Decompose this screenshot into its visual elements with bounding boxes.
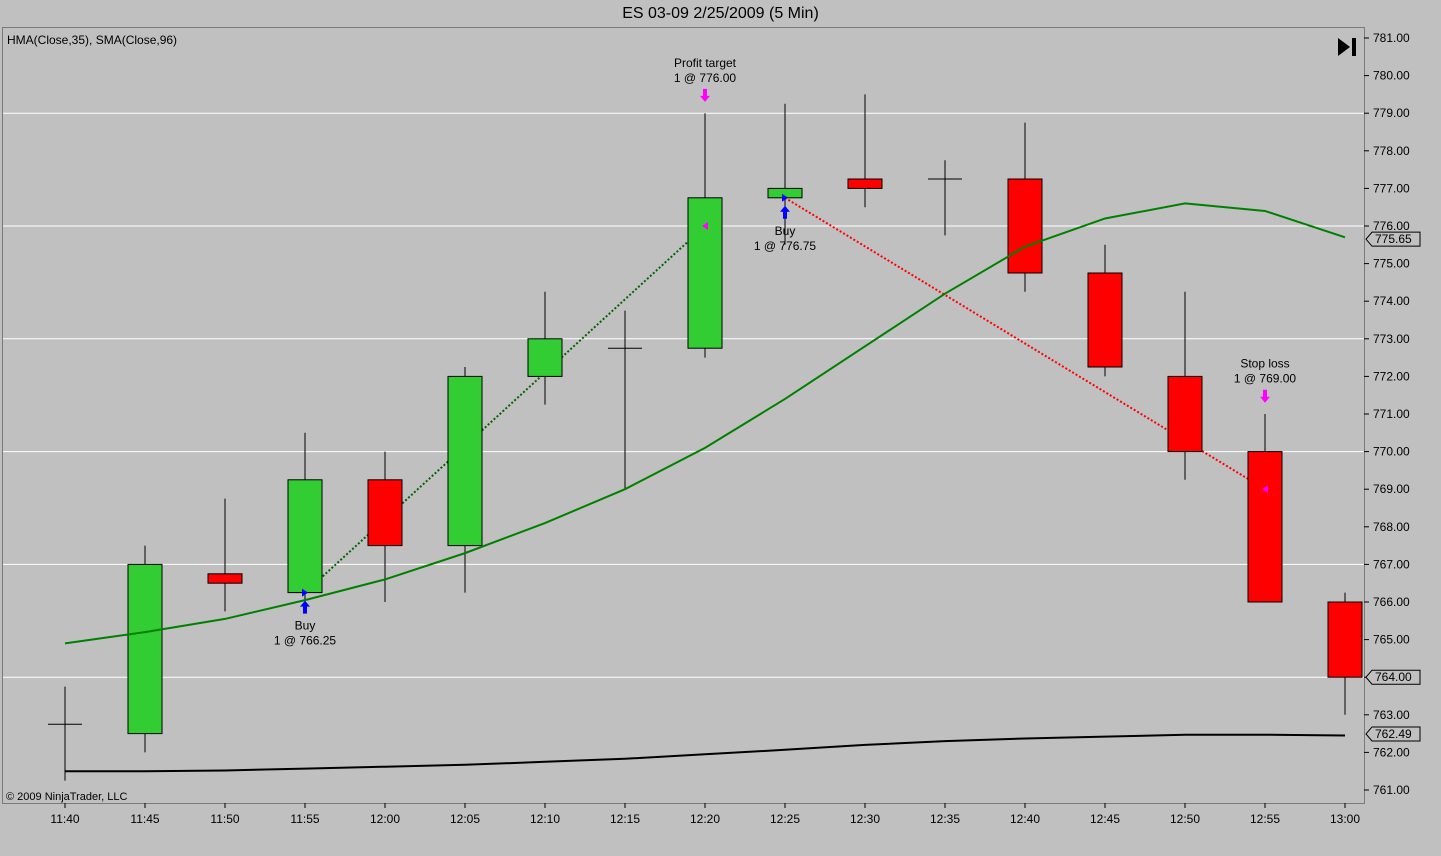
x-tick-label: 12:25	[770, 812, 800, 826]
candle-body	[687, 197, 723, 349]
y-tick-label: 781.00	[1373, 31, 1410, 45]
exit-arrow-icon	[1260, 389, 1270, 403]
y-tick-label: 780.00	[1373, 69, 1410, 83]
x-tick-label: 12:50	[1170, 812, 1200, 826]
y-tick-label: 779.00	[1373, 106, 1410, 120]
x-tick-label: 11:45	[130, 812, 159, 826]
chart-title: ES 03-09 2/25/2009 (5 Min)	[622, 5, 819, 22]
y-tick-label: 778.00	[1373, 144, 1410, 158]
y-tick-label: 774.00	[1373, 294, 1410, 308]
x-tick-label: 11:50	[210, 812, 239, 826]
candle-body	[1247, 451, 1283, 603]
y-tick-label: 766.00	[1373, 595, 1410, 609]
x-axis: 11:40 11:45 11:50 11:55 12:00 12:05 12:10 12:15…	[50, 803, 1360, 826]
candle-body	[847, 178, 883, 189]
plot-area[interactable]	[2, 27, 1365, 804]
execution-marker	[1262, 485, 1268, 494]
trade-annotation-text: Profit target	[674, 56, 737, 70]
last-value-label: 762.49	[1375, 727, 1412, 741]
candle-body	[1167, 375, 1203, 453]
copyright-text: © 2009 NinjaTrader, LLC	[6, 791, 128, 803]
execution-marker	[782, 193, 788, 202]
y-tick-label: 762.00	[1373, 745, 1410, 759]
trade-annotation-text: 1 @ 776.75	[754, 239, 817, 253]
buy-arrow-icon	[780, 205, 790, 219]
x-tick-label: 12:00	[370, 812, 400, 826]
last-value-tag	[1365, 231, 1421, 247]
trade-annotation-text: 1 @ 776.00	[674, 71, 737, 85]
y-tick-label: 772.00	[1373, 369, 1410, 383]
y-tick-label: 770.00	[1373, 445, 1410, 459]
trade-annotation-text: Buy	[295, 619, 316, 633]
candle-body	[367, 479, 403, 547]
candles	[48, 94, 1363, 781]
y-tick-label: 773.00	[1373, 332, 1410, 346]
indicator-line	[65, 733, 1346, 773]
x-tick-label: 12:45	[1090, 812, 1120, 826]
x-tick-label: 11:55	[290, 812, 319, 826]
buy-arrow-icon	[300, 600, 310, 614]
y-tick-label: 765.00	[1373, 633, 1410, 647]
y-tick-label: 769.00	[1373, 482, 1410, 496]
x-tick-label: 12:05	[450, 812, 480, 826]
x-tick-label: 12:15	[610, 812, 640, 826]
candle-body	[127, 563, 163, 735]
last-value-tag	[1365, 726, 1421, 742]
y-tick-label: 761.00	[1373, 783, 1410, 797]
x-tick-label: 11:40	[50, 812, 79, 826]
indicator-line	[64, 202, 1346, 645]
y-tick-label: 771.00	[1373, 407, 1410, 421]
trade-annotation-text: Stop loss	[1240, 357, 1289, 371]
y-tick-label: 776.00	[1373, 219, 1410, 233]
x-tick-label: 13:00	[1330, 812, 1360, 826]
indicator-lines	[64, 202, 1346, 773]
trade-lines	[304, 196, 1266, 594]
trade-annotation-text: Buy	[775, 224, 796, 238]
y-tick-label: 763.00	[1373, 708, 1410, 722]
candle-body	[287, 479, 323, 594]
gridlines	[3, 112, 1364, 678]
x-tick-label: 12:20	[690, 812, 720, 826]
x-tick-label: 12:55	[1250, 812, 1280, 826]
y-axis: 761.00 762.00 763.00 764.00 765.00 766.00 767.…	[1364, 31, 1421, 797]
y-tick-label: 777.00	[1373, 181, 1410, 195]
x-tick-label: 12:35	[930, 812, 960, 826]
candle-body	[447, 375, 483, 547]
y-tick-label: 768.00	[1373, 520, 1410, 534]
candle-body	[527, 338, 563, 377]
trade-annotation-text: 1 @ 766.25	[274, 634, 337, 648]
x-tick-label: 12:40	[1010, 812, 1040, 826]
last-value-tag	[1365, 669, 1421, 685]
candle-body	[1007, 178, 1043, 274]
x-tick-label: 12:30	[850, 812, 880, 826]
trade-annotation-text: 1 @ 769.00	[1234, 372, 1297, 386]
trade-line	[304, 225, 706, 594]
x-tick-label: 12:10	[530, 812, 560, 826]
y-tick-label: 767.00	[1373, 557, 1410, 571]
last-value-label: 764.00	[1375, 670, 1412, 684]
last-value-label: 775.65	[1375, 232, 1412, 246]
candle-body	[1327, 601, 1363, 678]
indicator-label: HMA(Close,35), SMA(Close,96)	[7, 33, 178, 47]
candle-body	[207, 573, 243, 584]
exit-arrow-icon	[700, 88, 710, 102]
y-tick-label: 775.00	[1373, 257, 1410, 271]
candle-body	[1087, 272, 1123, 368]
trade-line	[784, 196, 1266, 491]
execution-marker	[702, 222, 708, 230]
execution-marker	[302, 588, 308, 597]
skip-to-end-icon[interactable]	[1334, 35, 1360, 59]
